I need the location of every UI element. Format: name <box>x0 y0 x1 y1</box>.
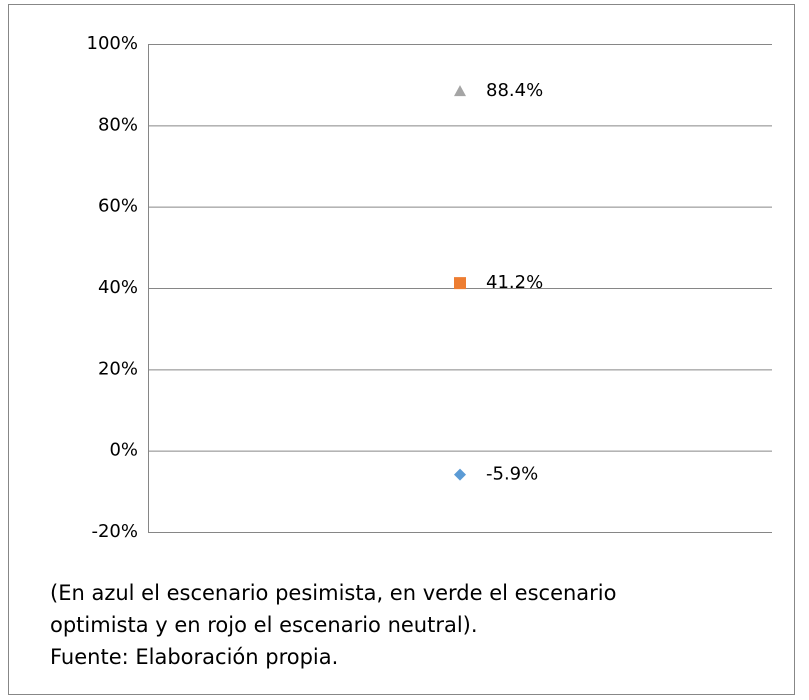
note-line: optimista y en rojo el escenario neutral… <box>50 613 478 637</box>
chart-border <box>8 4 795 695</box>
diamond-marker <box>454 468 466 481</box>
data-label: 41.2% <box>486 272 543 293</box>
y-tick-label: 0% <box>109 440 138 461</box>
y-tick-label: 100% <box>87 33 138 54</box>
y-tick-label: 40% <box>98 277 138 298</box>
triangle-marker <box>454 85 466 97</box>
y-tick-label: 60% <box>98 196 138 217</box>
y-tick-label: 20% <box>98 358 138 379</box>
note-line: Fuente: Elaboración propia. <box>50 645 338 669</box>
data-label: 88.4% <box>486 80 543 101</box>
y-tick-label: -20% <box>91 521 138 542</box>
y-tick-label: 80% <box>98 114 138 135</box>
note-line: (En azul el escenario pesimista, en verd… <box>50 581 617 605</box>
square-marker <box>454 277 466 290</box>
data-label: -5.9% <box>486 464 538 485</box>
